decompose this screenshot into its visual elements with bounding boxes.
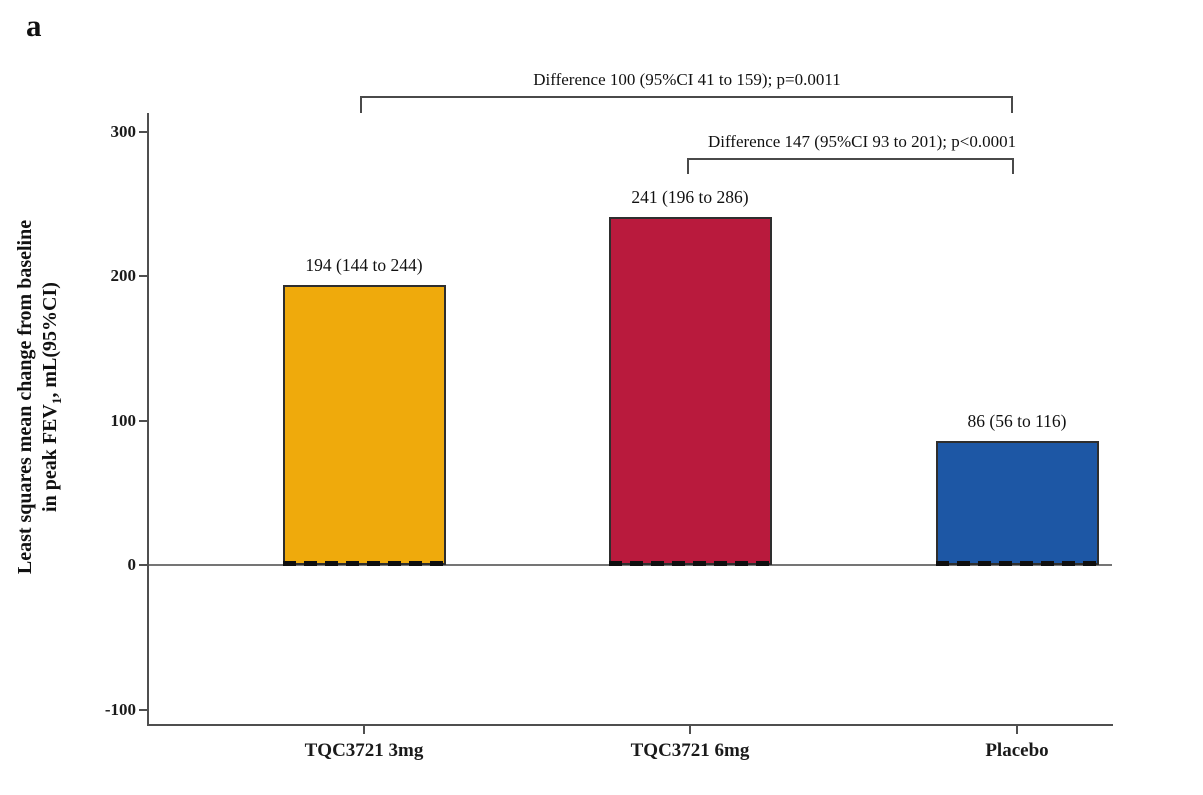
y-tick-label: 300	[110, 121, 137, 141]
bar-baseline-dashed	[608, 561, 772, 566]
comparison-label: Difference 100 (95%CI 41 to 159); p=0.00…	[533, 70, 841, 89]
y-tick-label: 0	[127, 555, 137, 574]
bar-value-label: 86 (56 to 116)	[967, 410, 1067, 431]
y-tick-mark	[139, 708, 148, 711]
panel-label: a	[26, 8, 42, 43]
y-axis-title: Least squares mean change from baseline …	[13, 117, 64, 677]
x-category-label: Placebo	[985, 740, 1049, 761]
y-axis-title-line2: in peak FEV1, mL(95%CI)	[39, 282, 64, 512]
x-axis-line	[147, 724, 1113, 726]
bar-placebo	[935, 440, 1099, 565]
x-tick-mark	[689, 726, 691, 734]
comparison-bracket	[360, 96, 1013, 113]
y-axis-line	[147, 113, 149, 726]
bar-baseline-dashed	[282, 561, 446, 566]
y-tick-mark	[139, 419, 148, 422]
bar-tqc3721-6mg	[608, 216, 772, 565]
y-tick-mark	[139, 564, 148, 566]
bar-tqc3721-3mg	[282, 284, 446, 565]
y-tick-label: 200	[110, 266, 137, 285]
y-tick-label: -100	[104, 699, 136, 719]
x-category-label: TQC3721 6mg	[630, 740, 750, 761]
bar-value-label: 194 (144 to 244)	[305, 254, 423, 275]
x-tick-mark	[363, 726, 365, 734]
y-tick-label: 100	[110, 410, 137, 430]
y-axis-title-line1: Least squares mean change from baseline	[14, 219, 36, 575]
x-category-label: TQC3721 3mg	[304, 740, 424, 761]
x-tick-mark	[1016, 726, 1018, 734]
y-tick-mark	[139, 130, 148, 133]
bar-baseline-dashed	[935, 561, 1099, 566]
bar-value-label: 241 (196 to 286)	[631, 186, 749, 207]
fev-subscript: 1	[49, 397, 64, 405]
y-tick-mark	[139, 275, 148, 277]
comparison-label: Difference 147 (95%CI 93 to 201); p<0.00…	[707, 132, 1017, 151]
comparison-bracket	[687, 158, 1014, 174]
